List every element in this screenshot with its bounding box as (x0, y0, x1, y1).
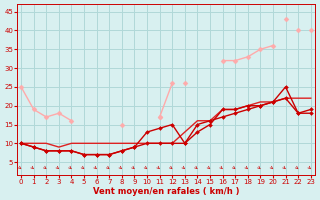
X-axis label: Vent moyen/en rafales ( km/h ): Vent moyen/en rafales ( km/h ) (93, 187, 239, 196)
